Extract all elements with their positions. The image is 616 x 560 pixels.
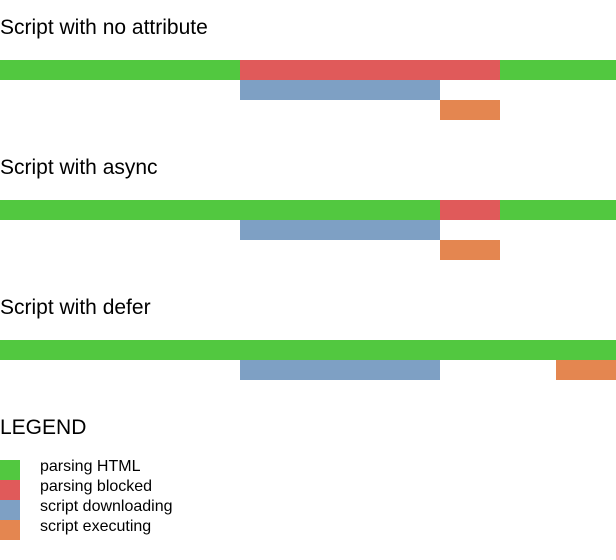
legend-item-parsing-blocked: parsing blocked xyxy=(0,478,260,500)
bar-parsing-html xyxy=(0,200,440,220)
bar-script-downloading xyxy=(240,360,440,380)
legend-swatch-script-executing xyxy=(0,520,20,540)
legend-label-parsing-blocked: parsing blocked xyxy=(40,478,153,495)
bar-parsing-html xyxy=(0,60,240,80)
section-title-async: Script with async xyxy=(0,156,158,179)
bar-parsing-blocked xyxy=(240,60,500,80)
legend-label-script-downloading: script downloading xyxy=(40,498,173,515)
bar-parsing-html xyxy=(500,60,616,80)
bar-script-downloading xyxy=(240,80,440,100)
legend-label-parsing-html: parsing HTML xyxy=(40,458,141,475)
legend-item-script-executing: script executing xyxy=(0,518,260,540)
legend-swatch-parsing-html xyxy=(0,460,20,480)
bar-script-downloading xyxy=(240,220,440,240)
section-title-defer: Script with defer xyxy=(0,296,151,319)
bar-script-executing xyxy=(440,100,500,120)
bar-script-executing xyxy=(440,240,500,260)
legend-title: LEGEND xyxy=(0,416,87,439)
legend-item-parsing-html: parsing HTML xyxy=(0,458,260,480)
bar-parsing-blocked xyxy=(440,200,500,220)
section-title-no-attribute: Script with no attribute xyxy=(0,16,208,39)
legend-label-script-executing: script executing xyxy=(40,518,152,535)
legend-swatch-parsing-blocked xyxy=(0,480,20,500)
legend-item-script-downloading: script downloading xyxy=(0,498,260,520)
bar-parsing-html xyxy=(0,340,616,360)
bar-script-executing xyxy=(556,360,616,380)
bar-parsing-html xyxy=(500,200,616,220)
legend-swatch-script-downloading xyxy=(0,500,20,520)
